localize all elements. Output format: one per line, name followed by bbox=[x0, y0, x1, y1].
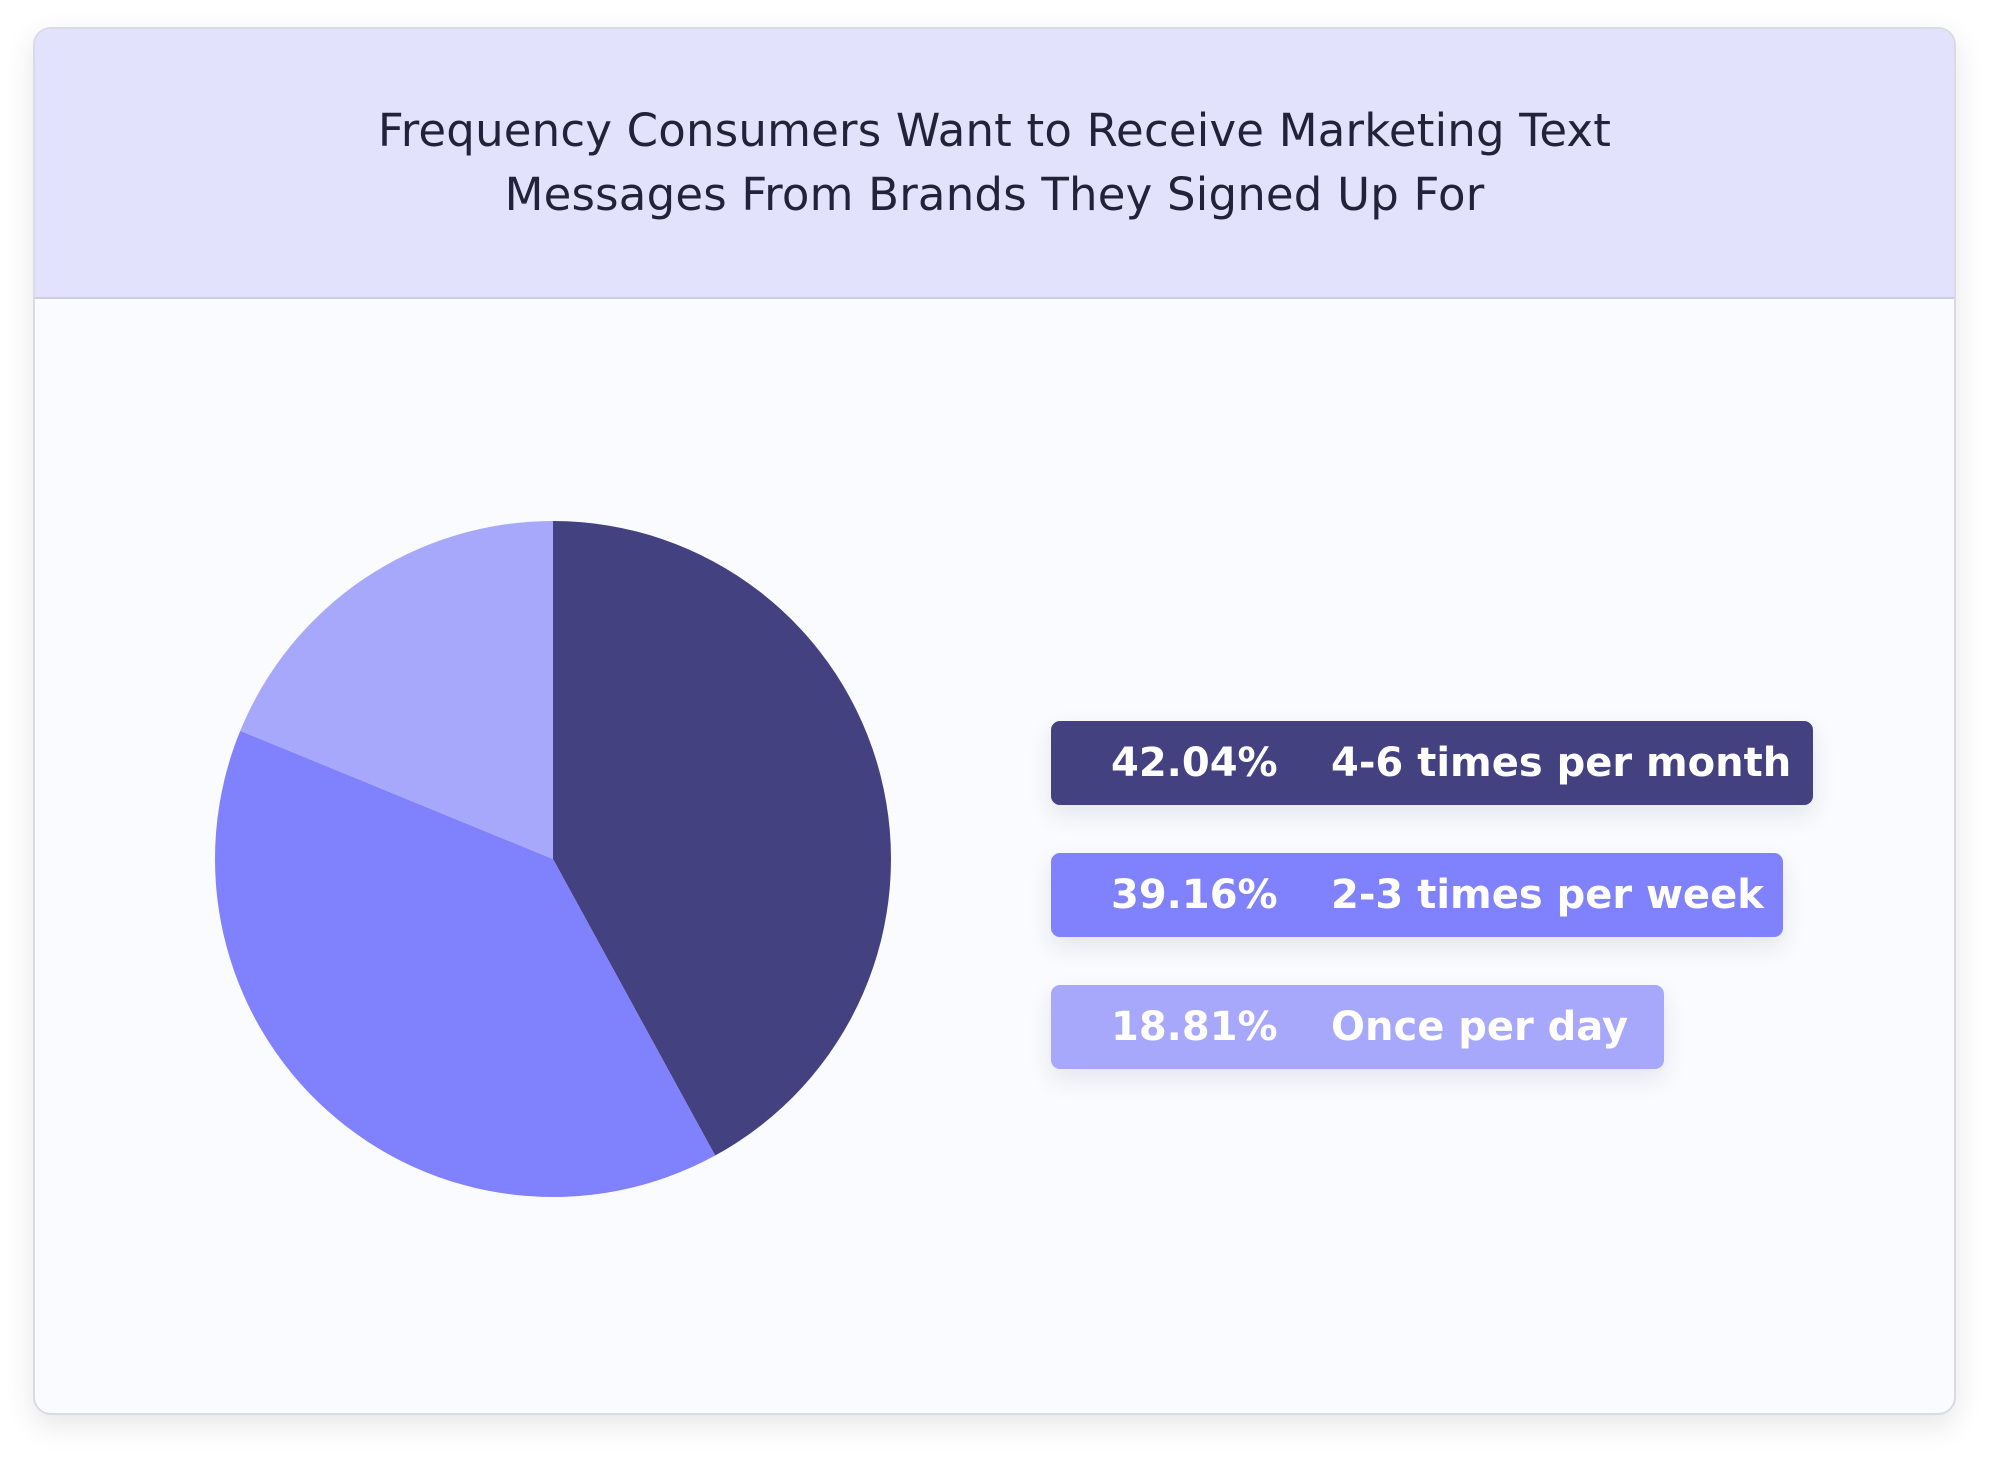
legend-percent: 42.04% bbox=[1111, 740, 1278, 786]
legend-label: 4-6 times per month bbox=[1331, 740, 1792, 786]
legend-label: Once per day bbox=[1331, 1004, 1629, 1050]
legend-percent: 18.81% bbox=[1111, 1004, 1278, 1050]
legend-row-2-3-times-per-week: 39.16% 2-3 times per week bbox=[1051, 853, 1783, 937]
chart-title: Frequency Consumers Want to Receive Mark… bbox=[377, 104, 1612, 221]
pie-chart bbox=[215, 521, 891, 1197]
pie-slice-4-6-times-per-month bbox=[553, 521, 891, 1156]
chart-card: Frequency Consumers Want to Receive Mark… bbox=[33, 27, 1956, 1415]
pie-slice-2-3-times-per-week bbox=[215, 730, 716, 1197]
legend-row-4-6-times-per-month: 42.04% 4-6 times per month bbox=[1051, 721, 1813, 805]
pie-slices bbox=[215, 521, 891, 1197]
pie-slice-once-per-day bbox=[240, 521, 553, 859]
legend-row-once-per-day: 18.81% Once per day bbox=[1051, 985, 1664, 1069]
legend-percent: 39.16% bbox=[1111, 872, 1278, 918]
legend-label: 2-3 times per week bbox=[1331, 872, 1764, 918]
chart-header: Frequency Consumers Want to Receive Mark… bbox=[35, 29, 1954, 299]
